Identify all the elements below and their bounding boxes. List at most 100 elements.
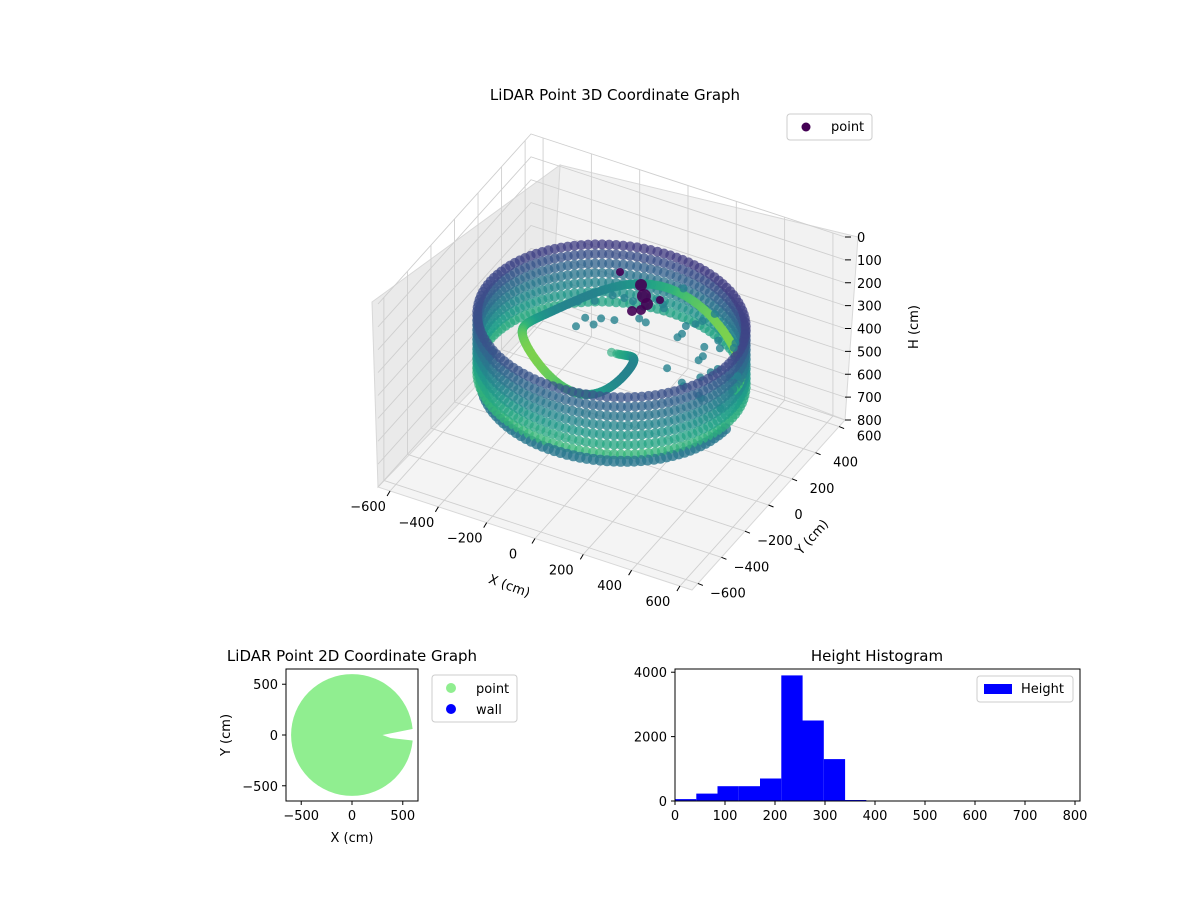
point-3d	[700, 342, 709, 351]
point-3d	[548, 445, 560, 457]
x-tick-label-3d: 0	[509, 548, 517, 563]
y-tick-label-2d: −500	[242, 780, 278, 795]
legend-marker-wall	[446, 704, 456, 714]
chart-2d-title: LiDAR Point 2D Coordinate Graph	[227, 647, 477, 665]
y-tick-label-3d: 200	[810, 482, 835, 497]
grid-line-y-floor	[407, 453, 722, 558]
grid-line-h	[377, 202, 846, 373]
z-tick-label-3d: 700	[857, 391, 882, 406]
point-3d	[597, 239, 608, 250]
point-3d	[622, 411, 633, 422]
grid-line-h	[377, 179, 846, 351]
point-3d	[622, 420, 633, 431]
x-tick-label-hist: 600	[963, 809, 988, 824]
grid-line-h	[377, 133, 846, 305]
y-tick-3d	[815, 452, 821, 456]
point-3d	[635, 314, 644, 323]
y-tick-label-hist: 0	[659, 795, 667, 810]
x-tick-label-3d: 600	[646, 595, 671, 610]
y-tick-label-2d: 0	[270, 729, 278, 744]
y-tick-label-hist: 4000	[634, 666, 667, 681]
x-tick-label-3d: −400	[399, 516, 435, 531]
histogram-bar	[696, 793, 718, 801]
y-tick-3d	[838, 426, 845, 430]
z-axis-label-3d: H (cm)	[907, 305, 922, 349]
histogram-bar	[760, 778, 782, 801]
point-3d	[715, 344, 724, 353]
point-3d	[615, 430, 626, 441]
point-3d	[597, 258, 608, 269]
point-3d	[597, 314, 606, 323]
legend-3d: point	[786, 113, 873, 141]
legend-label-point-2d: point	[476, 682, 509, 697]
point-3d	[629, 439, 640, 450]
y-tick-label-3d: 400	[833, 456, 858, 471]
x-tick-label-2d: 0	[348, 809, 356, 824]
point-3d-dark	[635, 279, 647, 291]
point-3d	[589, 320, 598, 329]
x-tick-label-hist: 400	[863, 809, 888, 824]
legend-label-height: Height	[1021, 682, 1064, 697]
y-tick-label-2d: 500	[253, 678, 278, 693]
x-tick-label-3d: −200	[447, 532, 483, 547]
x-tick-label-hist: 200	[763, 809, 788, 824]
point-3d	[610, 316, 619, 325]
point-3d	[615, 401, 626, 412]
histogram-bar	[781, 675, 803, 801]
y-axis-label-2d: Y (cm)	[219, 714, 234, 757]
point-3d	[729, 343, 738, 352]
point-3d-dark	[627, 306, 637, 316]
x-tick-label-hist: 300	[813, 809, 838, 824]
axes-3d: −600−400−2000200400600−600−400−200020040…	[350, 231, 882, 610]
point-3d	[590, 268, 601, 278]
point-3d-dark	[636, 305, 646, 315]
point-3d	[597, 296, 608, 307]
x-tick-3d	[628, 569, 633, 576]
point-3d	[615, 439, 626, 450]
point-3d	[590, 277, 601, 288]
point-3d	[641, 318, 650, 327]
histogram-bars	[675, 675, 1079, 801]
point-3d	[597, 268, 608, 278]
point-3d	[590, 296, 599, 305]
point-3d	[604, 268, 615, 279]
point-3d	[604, 239, 615, 250]
point-3d-dark	[616, 268, 624, 276]
ring-point-cloud	[472, 239, 751, 467]
x-tick-label-hist: 0	[671, 809, 679, 824]
legend-label-wall: wall	[476, 703, 502, 718]
histogram-bar	[738, 786, 761, 801]
x-tick-label-hist: 700	[1013, 809, 1038, 824]
axes-2d: −500 0 500 −500 0 500	[242, 678, 415, 824]
legend-label-point-3d: point	[831, 120, 864, 135]
grid-line-h	[377, 156, 846, 328]
histogram-bar	[823, 759, 846, 801]
legend-2d: point wall	[431, 674, 518, 723]
x-tick-3d	[676, 585, 681, 592]
point-3d	[573, 297, 582, 306]
point-3d	[629, 430, 640, 441]
y-tick-label-hist: 2000	[634, 731, 667, 746]
grid-line-h	[377, 224, 846, 396]
x-tick-label-3d: 400	[597, 579, 622, 594]
x-axis-label-3d: X (cm)	[486, 572, 532, 601]
y-tick-label-3d: −200	[757, 534, 793, 549]
y-tick-3d	[744, 530, 751, 534]
point-3d	[572, 322, 580, 331]
x-tick-label-hist: 100	[713, 809, 738, 824]
y-tick-label-3d: −400	[734, 560, 770, 575]
point-3d	[547, 428, 558, 439]
y-tick-label-3d: −600	[710, 586, 746, 601]
point-3d	[597, 248, 608, 259]
y-tick-3d	[697, 582, 704, 586]
histogram-bar	[675, 799, 697, 801]
x-tick-label-2d: 500	[390, 809, 415, 824]
point-3d	[547, 400, 558, 411]
chart-2d: LiDAR Point 2D Coordinate Graph −500 0 500…	[219, 647, 518, 846]
point-3d	[678, 329, 686, 338]
grid-line-y-floor	[524, 323, 840, 427]
grid-line-y-floor	[383, 480, 699, 584]
y-tick-3d	[721, 556, 727, 560]
point-3d	[679, 284, 688, 293]
